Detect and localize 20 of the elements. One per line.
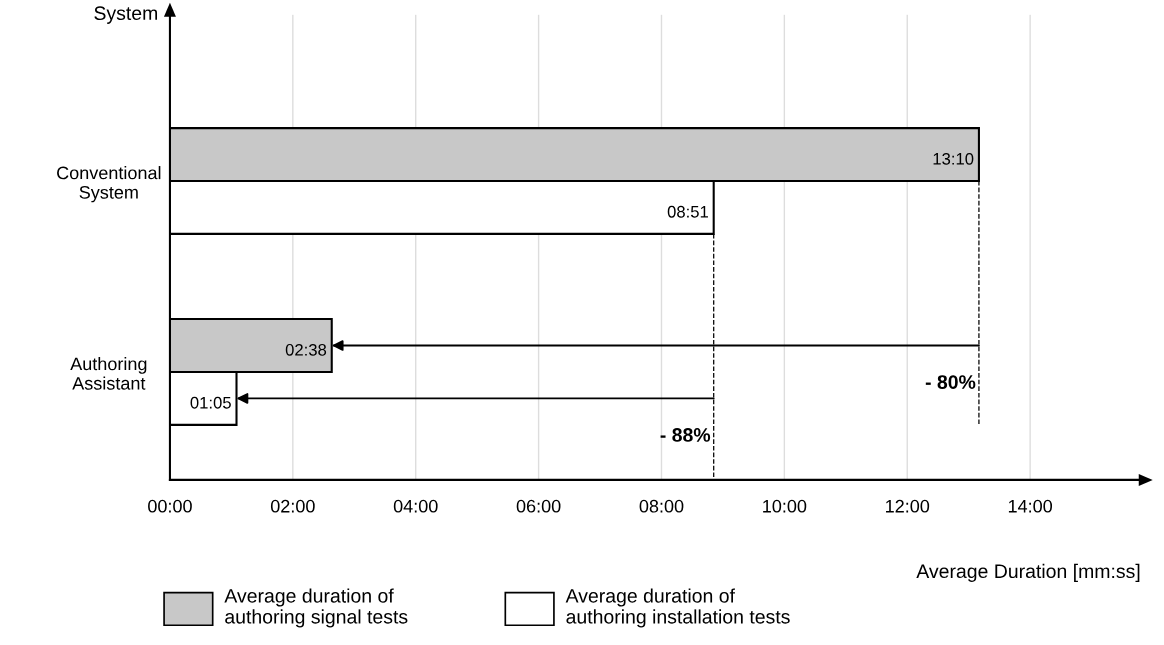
annotation: - 88% bbox=[660, 428, 711, 442]
annotation: - 80% bbox=[925, 375, 976, 389]
x-tick-label: 12:00 bbox=[886, 499, 930, 513]
legend-label: Average duration of authoring installation tests bbox=[565, 588, 790, 628]
legend-label: Average duration of authoring signal tests bbox=[224, 588, 408, 628]
x-tick-label: 00:00 bbox=[148, 499, 192, 513]
data-label: 08:51 bbox=[667, 205, 708, 218]
x-tick-label: 08:00 bbox=[639, 499, 684, 513]
y-axis-title: System bbox=[94, 6, 158, 24]
x-tick-label: 04:00 bbox=[393, 499, 438, 513]
x-tick-label: 14:00 bbox=[1008, 499, 1053, 513]
x-tick-label: 06:00 bbox=[516, 499, 561, 513]
x-tick-label: 02:00 bbox=[270, 499, 315, 513]
y-tick-label: Authoring Assistant bbox=[70, 357, 147, 390]
data-label: 13:10 bbox=[933, 152, 974, 165]
y-tick-label: Conventional System bbox=[57, 166, 161, 203]
data-label: 01:05 bbox=[190, 396, 231, 409]
data-label: 02:38 bbox=[285, 343, 327, 356]
x-axis-title: Average Duration [mm:ss] bbox=[916, 563, 1140, 582]
x-tick-label: 10:00 bbox=[763, 499, 807, 513]
